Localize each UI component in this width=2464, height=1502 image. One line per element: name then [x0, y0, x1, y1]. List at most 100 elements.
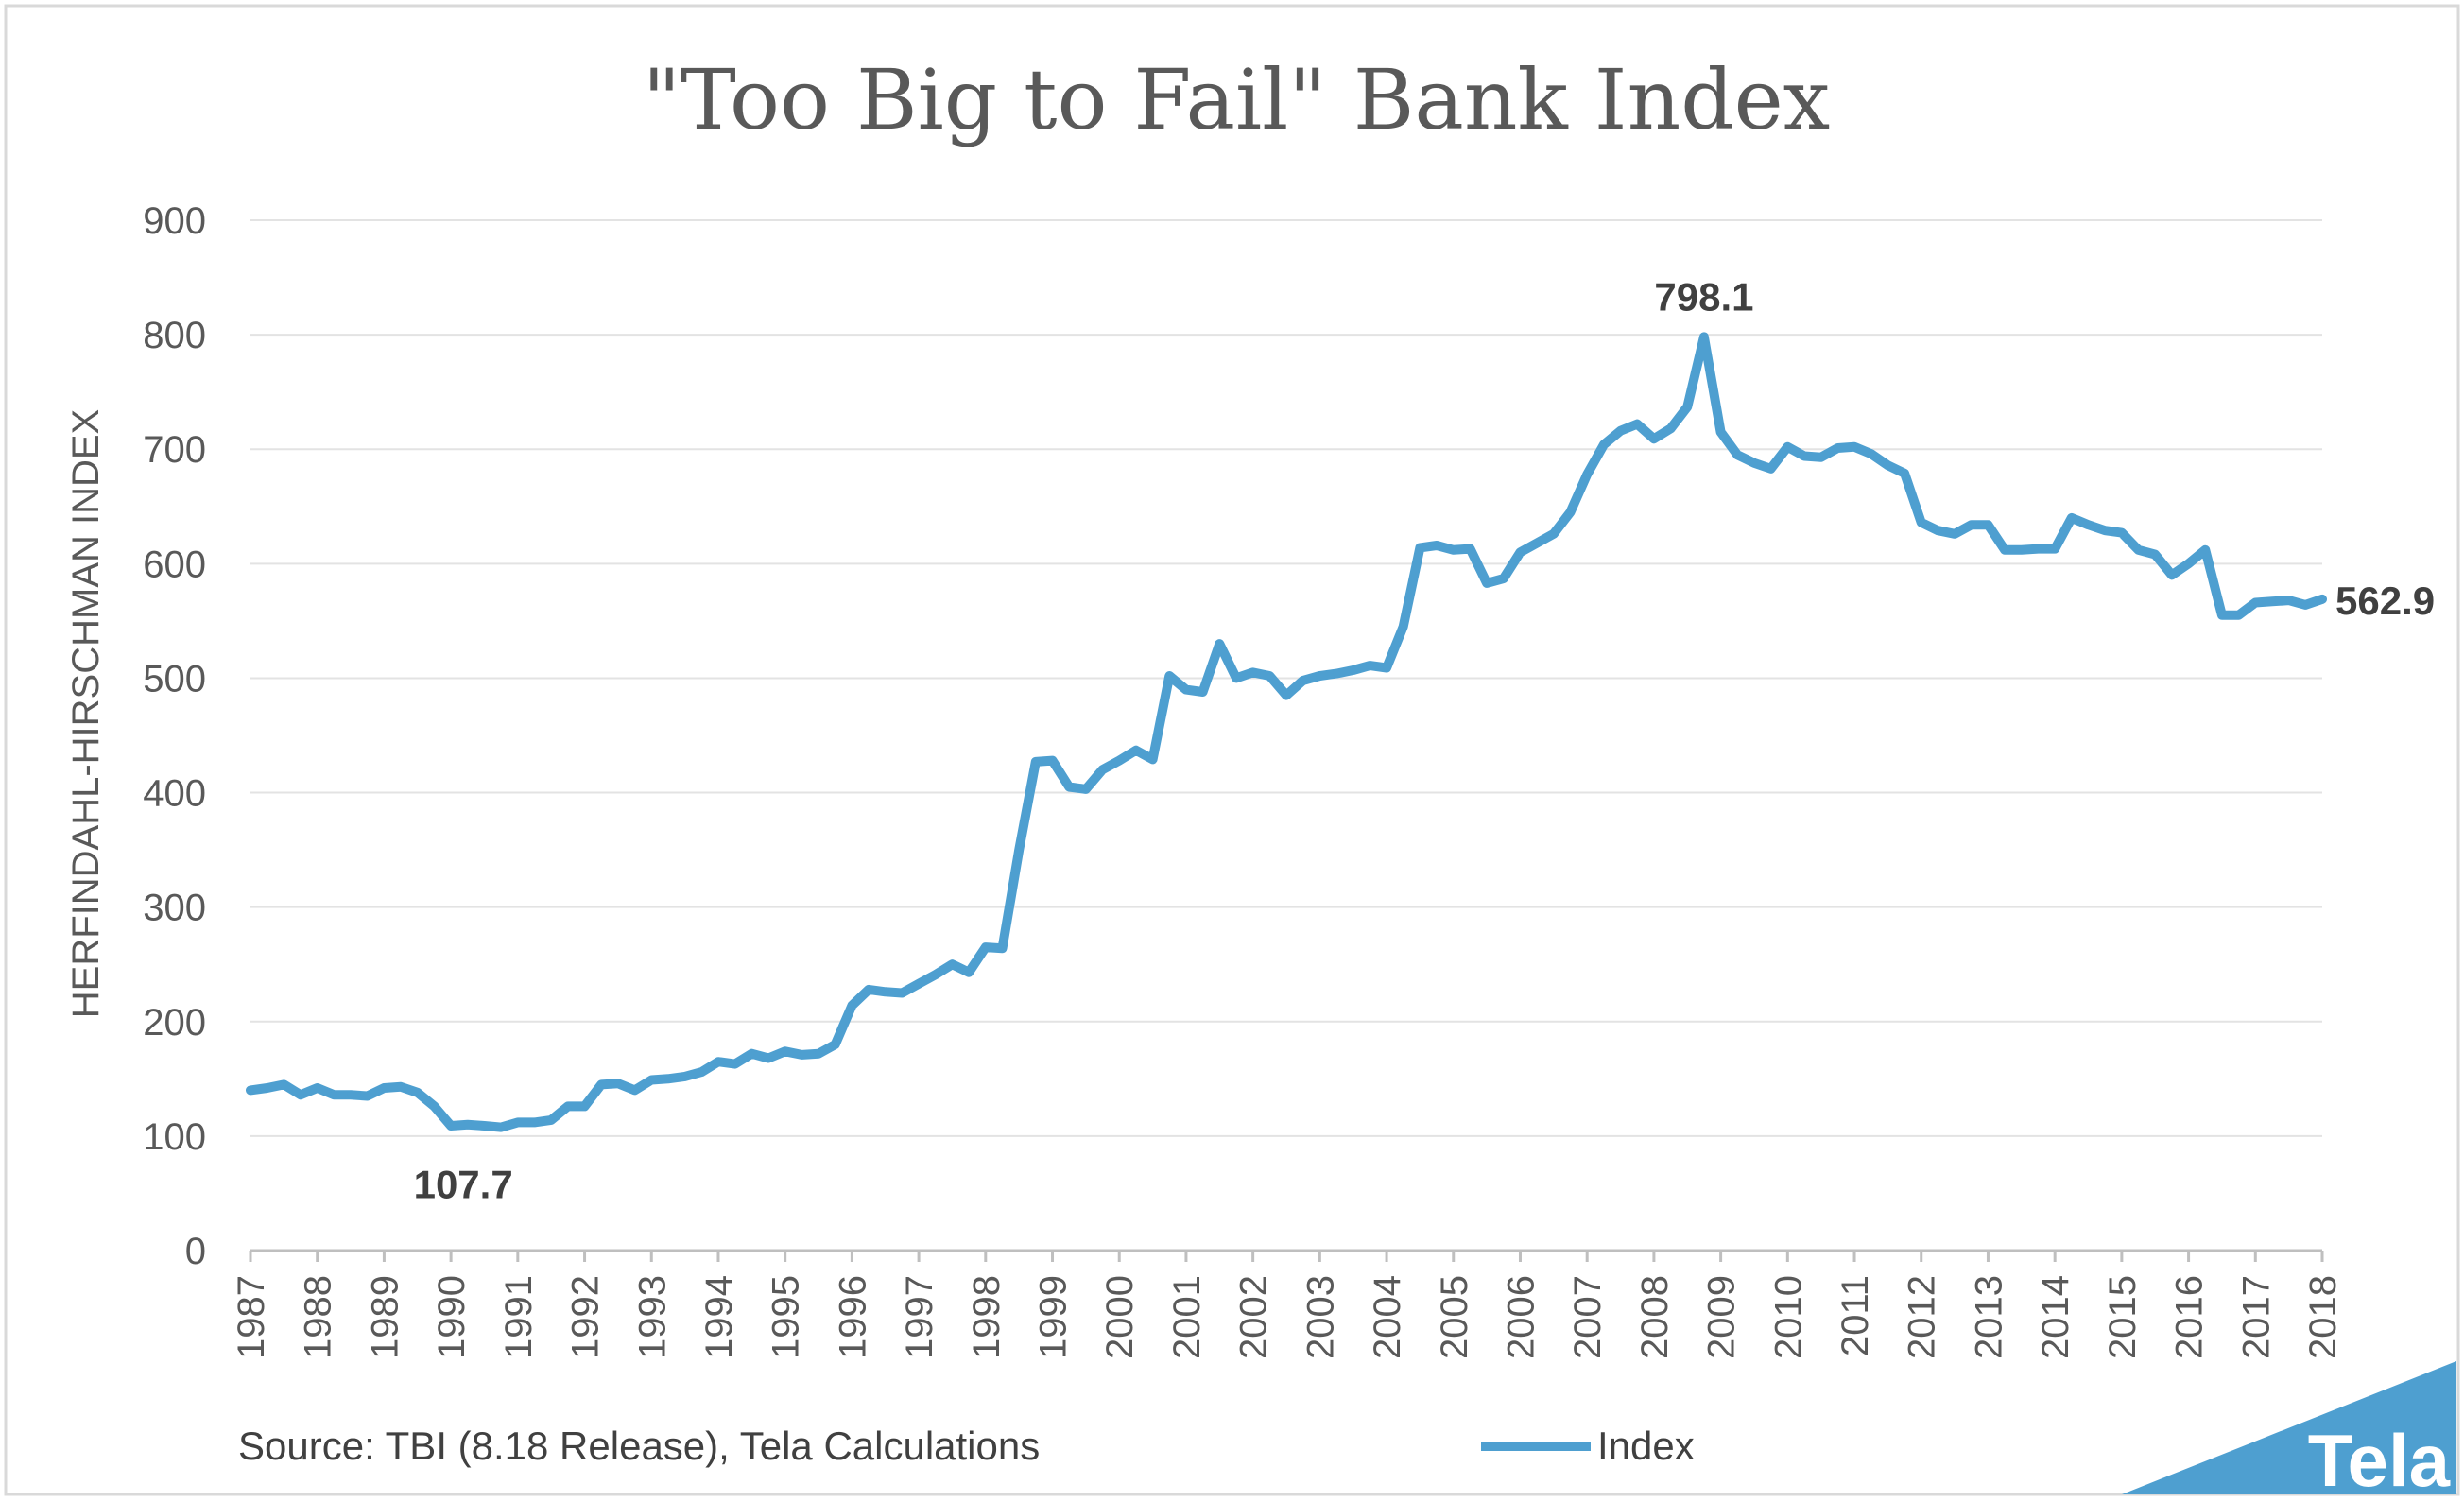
data-point — [1416, 544, 1424, 552]
data-point — [630, 1086, 639, 1095]
data-point — [1851, 442, 1859, 451]
data-point — [1115, 756, 1124, 765]
data-point — [731, 1060, 739, 1068]
data-point — [915, 979, 923, 988]
data-point — [898, 989, 906, 997]
data-point — [263, 1084, 271, 1093]
data-point — [1031, 757, 1040, 766]
data-point — [1801, 452, 1808, 460]
data-point — [1984, 521, 1992, 529]
x-tick-label: 1995 — [766, 1275, 807, 1359]
data-point — [948, 960, 956, 969]
y-tick-label: 400 — [143, 773, 206, 815]
data-point — [1181, 685, 1190, 694]
data-point — [1316, 672, 1324, 681]
data-point — [1733, 451, 1742, 459]
data-point — [1283, 691, 1290, 699]
data-point — [1533, 539, 1542, 547]
x-tick-label: 2015 — [2102, 1275, 2144, 1359]
tela-logo: Tela — [2122, 1361, 2456, 1502]
data-point — [397, 1082, 405, 1091]
data-point — [1616, 426, 1625, 435]
data-point — [1065, 783, 1074, 791]
data-point — [1901, 469, 1909, 477]
legend: Index — [1481, 1424, 1695, 1468]
data-point — [981, 943, 990, 952]
data-point — [831, 1041, 839, 1048]
data-point — [2001, 545, 2009, 554]
source-note: Source: TBI (8.18 Release), Tela Calcula… — [238, 1424, 1040, 1468]
x-tick-label: 2016 — [2169, 1275, 2211, 1359]
data-point — [1198, 687, 1207, 696]
data-point — [280, 1080, 288, 1089]
data-point — [2318, 595, 2326, 603]
x-tick-label: 1998 — [966, 1275, 1008, 1359]
x-tick-label: 2018 — [2302, 1275, 2344, 1359]
data-point — [1649, 435, 1658, 443]
data-point — [1967, 521, 1975, 529]
data-point — [2117, 528, 2126, 537]
y-tick-label: 900 — [143, 200, 206, 242]
x-tick-label: 2014 — [2035, 1275, 2076, 1359]
data-point — [865, 985, 873, 993]
data-point — [1583, 470, 1592, 478]
data-point — [1884, 461, 1892, 470]
data-point — [2301, 600, 2310, 609]
x-axis-ticks: 1987 1988 1989 1990 1991 1992 1993 1994 1995 1996… — [231, 1251, 2344, 1359]
data-point — [1516, 548, 1525, 557]
data-point — [580, 1102, 589, 1111]
data-point — [1349, 665, 1357, 674]
data-point — [1599, 440, 1608, 449]
data-point — [2251, 598, 2260, 607]
x-tick-label: 1988 — [298, 1275, 339, 1359]
data-point — [313, 1084, 321, 1093]
data-point — [480, 1121, 489, 1130]
data-point — [1499, 575, 1508, 583]
data-point — [1917, 518, 1925, 527]
data-point — [1716, 428, 1725, 437]
data-point — [1783, 442, 1792, 451]
data-point — [2234, 611, 2243, 619]
data-point — [1232, 674, 1240, 682]
data-point — [1048, 756, 1057, 765]
x-tick-label: 1991 — [498, 1275, 540, 1359]
data-point — [2151, 550, 2160, 559]
data-point — [1766, 464, 1775, 473]
chart-title: "Too Big to Fail" Bank Index — [643, 51, 1831, 148]
data-point — [2067, 513, 2076, 522]
data-point — [1131, 746, 1140, 754]
data-point — [1399, 622, 1407, 630]
data-point — [2017, 545, 2025, 554]
data-point — [530, 1118, 539, 1127]
x-tick-label: 2017 — [2235, 1275, 2277, 1359]
y-tick-label: 100 — [143, 1116, 206, 1158]
data-point — [881, 988, 889, 996]
data-point — [1566, 508, 1575, 516]
x-tick-label: 2010 — [1767, 1275, 1809, 1359]
data-point — [347, 1091, 355, 1099]
data-point — [1366, 662, 1374, 670]
x-tick-label: 2005 — [1434, 1275, 1475, 1359]
data-point — [1383, 664, 1391, 672]
data-point — [1266, 672, 1274, 681]
data-point — [1867, 450, 1875, 458]
data-point — [1299, 676, 1307, 684]
data-point — [1015, 846, 1024, 855]
x-tick-label: 2011 — [1835, 1275, 1876, 1356]
data-point — [1951, 529, 1959, 538]
y-tick-label: 500 — [143, 658, 206, 699]
data-point — [1165, 672, 1174, 681]
data-point — [330, 1091, 338, 1099]
data-point — [563, 1102, 572, 1111]
y-tick-label: 700 — [143, 429, 206, 471]
data-point — [447, 1121, 456, 1130]
data-point — [848, 1001, 856, 1010]
x-tick-label: 1992 — [565, 1275, 607, 1359]
data-point — [2051, 544, 2059, 553]
data-point — [297, 1091, 305, 1099]
x-tick-label: 2013 — [1968, 1275, 2009, 1359]
data-point — [1433, 541, 1441, 549]
x-tick-label: 1987 — [231, 1275, 272, 1359]
data-point — [597, 1080, 606, 1089]
